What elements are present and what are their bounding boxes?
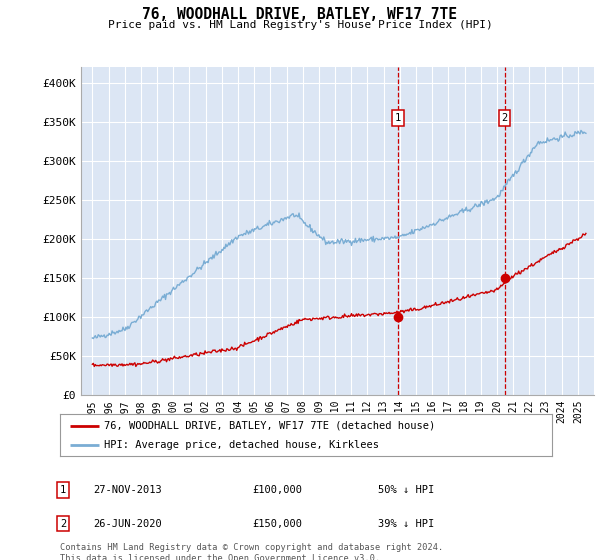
Text: 76, WOODHALL DRIVE, BATLEY, WF17 7TE: 76, WOODHALL DRIVE, BATLEY, WF17 7TE bbox=[143, 7, 458, 22]
Text: 2: 2 bbox=[60, 519, 66, 529]
Text: 1: 1 bbox=[60, 485, 66, 495]
Text: Contains HM Land Registry data © Crown copyright and database right 2024.
This d: Contains HM Land Registry data © Crown c… bbox=[60, 543, 443, 560]
Text: 2: 2 bbox=[502, 113, 508, 123]
Text: 26-JUN-2020: 26-JUN-2020 bbox=[93, 519, 162, 529]
Text: 27-NOV-2013: 27-NOV-2013 bbox=[93, 485, 162, 495]
Text: £150,000: £150,000 bbox=[252, 519, 302, 529]
Text: £100,000: £100,000 bbox=[252, 485, 302, 495]
Text: 50% ↓ HPI: 50% ↓ HPI bbox=[378, 485, 434, 495]
Text: 76, WOODHALL DRIVE, BATLEY, WF17 7TE (detached house): 76, WOODHALL DRIVE, BATLEY, WF17 7TE (de… bbox=[104, 421, 436, 431]
Text: HPI: Average price, detached house, Kirklees: HPI: Average price, detached house, Kirk… bbox=[104, 440, 379, 450]
Text: 39% ↓ HPI: 39% ↓ HPI bbox=[378, 519, 434, 529]
Text: 1: 1 bbox=[395, 113, 401, 123]
Text: Price paid vs. HM Land Registry's House Price Index (HPI): Price paid vs. HM Land Registry's House … bbox=[107, 20, 493, 30]
